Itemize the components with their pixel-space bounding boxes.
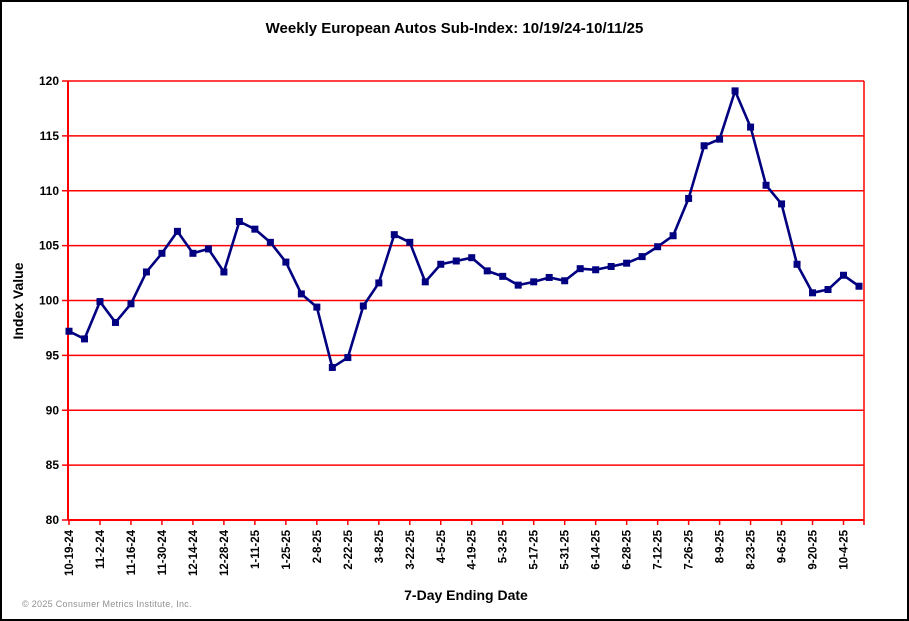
y-tick-label: 80 bbox=[46, 513, 60, 527]
data-point-marker bbox=[189, 249, 197, 257]
data-point-marker bbox=[251, 225, 259, 233]
data-point-marker bbox=[638, 253, 646, 261]
data-point-marker bbox=[809, 289, 817, 297]
data-point-marker bbox=[220, 268, 228, 276]
data-point-marker bbox=[406, 238, 414, 246]
x-tick-label: 6-28-25 bbox=[622, 529, 634, 569]
data-point-marker bbox=[483, 267, 491, 275]
x-tick-label: 5-17-25 bbox=[529, 529, 541, 569]
data-point-marker bbox=[824, 286, 832, 294]
data-point-marker bbox=[468, 254, 476, 262]
data-point-marker bbox=[700, 142, 708, 150]
data-point-marker bbox=[592, 266, 600, 274]
data-point-marker bbox=[731, 87, 739, 95]
data-point-marker bbox=[235, 217, 243, 225]
data-point-marker bbox=[266, 238, 274, 246]
x-tick-label: 5-3-25 bbox=[498, 529, 510, 563]
data-point-marker bbox=[685, 194, 693, 202]
y-axis-title: Index Value bbox=[10, 262, 26, 340]
x-tick-label: 9-20-25 bbox=[808, 529, 820, 569]
data-point-marker bbox=[530, 278, 538, 286]
data-point-marker bbox=[623, 259, 631, 267]
y-tick-label: 85 bbox=[46, 458, 60, 472]
data-point-marker bbox=[328, 363, 336, 371]
data-point-marker bbox=[840, 271, 848, 279]
x-tick-label: 10-19-24 bbox=[64, 529, 76, 576]
data-point-marker bbox=[452, 257, 460, 265]
data-point-marker bbox=[173, 227, 181, 235]
x-tick-label: 10-4-25 bbox=[839, 529, 851, 569]
data-point-marker bbox=[282, 258, 290, 266]
x-tick-label: 12-28-24 bbox=[219, 529, 231, 576]
data-point-marker bbox=[716, 135, 724, 143]
x-axis-title: 7-Day Ending Date bbox=[404, 587, 528, 603]
x-tick-label: 3-8-25 bbox=[374, 529, 386, 563]
data-point-marker bbox=[855, 282, 863, 290]
data-point-marker bbox=[127, 300, 135, 308]
data-point-marker bbox=[669, 232, 677, 240]
data-point-marker bbox=[545, 273, 553, 281]
x-tick-label: 11-2-24 bbox=[95, 529, 107, 569]
data-point-marker bbox=[499, 272, 507, 280]
x-tick-label: 2-22-25 bbox=[343, 529, 355, 569]
data-point-marker bbox=[747, 123, 755, 131]
x-tick-label: 8-9-25 bbox=[715, 529, 727, 563]
data-point-marker bbox=[607, 262, 615, 270]
x-tick-label: 12-14-24 bbox=[188, 529, 200, 576]
x-tick-label: 4-5-25 bbox=[436, 529, 448, 563]
data-point-marker bbox=[204, 245, 212, 253]
data-point-marker bbox=[762, 181, 770, 189]
data-point-marker bbox=[359, 302, 367, 310]
data-point-marker bbox=[514, 281, 522, 289]
y-tick-label: 120 bbox=[39, 74, 59, 88]
x-tick-label: 2-8-25 bbox=[312, 529, 324, 563]
data-point-marker bbox=[793, 260, 801, 268]
data-point-marker bbox=[297, 290, 305, 298]
copyright-notice: © 2025 Consumer Metrics Institute, Inc. bbox=[22, 599, 192, 609]
y-tick-label: 115 bbox=[40, 129, 60, 143]
x-tick-label: 1-11-25 bbox=[250, 529, 262, 569]
data-point-marker bbox=[437, 260, 445, 268]
data-point-marker bbox=[375, 279, 383, 287]
data-point-marker bbox=[80, 335, 88, 343]
series-line bbox=[68, 89, 860, 369]
x-tick-label: 11-30-24 bbox=[157, 529, 169, 575]
data-point-marker bbox=[344, 354, 352, 362]
x-tick-label: 6-14-25 bbox=[591, 529, 603, 569]
x-tick-label: 7-12-25 bbox=[653, 529, 665, 569]
y-tick-label: 95 bbox=[46, 348, 60, 362]
data-point-marker bbox=[158, 249, 166, 257]
x-tick-label: 11-16-24 bbox=[126, 529, 138, 575]
data-point-marker bbox=[390, 231, 398, 239]
x-tick-label: 3-22-25 bbox=[405, 529, 417, 569]
data-point-marker bbox=[313, 303, 321, 311]
data-point-marker bbox=[111, 318, 119, 326]
data-point-marker bbox=[96, 298, 104, 306]
data-point-marker bbox=[65, 327, 73, 335]
y-tick-label: 110 bbox=[40, 184, 60, 198]
data-point-marker bbox=[561, 277, 569, 285]
x-tick-label: 5-31-25 bbox=[560, 529, 572, 569]
data-point-marker bbox=[142, 268, 150, 276]
data-point-marker bbox=[778, 200, 786, 208]
x-tick-label: 8-23-25 bbox=[746, 529, 758, 569]
x-tick-label: 9-6-25 bbox=[777, 529, 789, 563]
x-tick-label: 7-26-25 bbox=[684, 529, 696, 569]
x-tick-label: 1-25-25 bbox=[281, 529, 293, 569]
y-tick-label: 90 bbox=[46, 403, 60, 417]
data-point-marker bbox=[654, 243, 662, 251]
y-tick-label: 100 bbox=[39, 294, 59, 308]
chart-title: Weekly European Autos Sub-Index: 10/19/2… bbox=[265, 20, 644, 37]
data-point-marker bbox=[576, 265, 584, 273]
y-tick-label: 105 bbox=[39, 239, 59, 253]
x-tick-label: 4-19-25 bbox=[467, 529, 479, 569]
data-point-marker bbox=[421, 278, 429, 286]
